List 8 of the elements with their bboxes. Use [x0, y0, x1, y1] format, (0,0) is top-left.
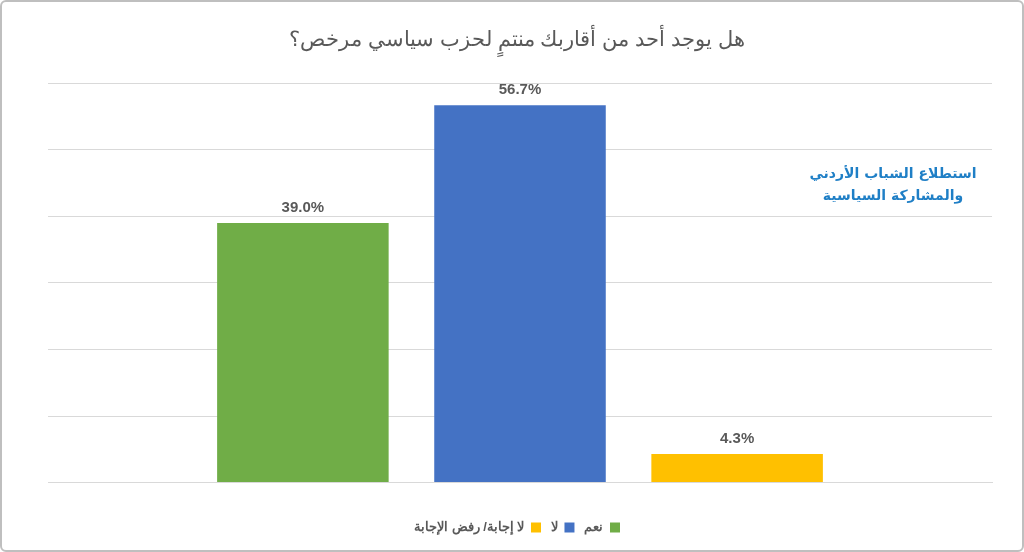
- chart-title: هل يوجد أحد من أقاربك منتمٍ لحزب سياسي مرخص؟: [289, 24, 745, 59]
- data-label: 56.7%: [498, 79, 542, 97]
- legend-label: لا: [550, 519, 558, 535]
- legend-label: لا إجابة/ رفض الإجابة: [414, 519, 525, 536]
- annotation: استطلاع الشباب الأردني والمشاركة السياسية: [808, 164, 978, 206]
- data-label: 4.3%: [720, 428, 755, 446]
- legend-label: نعم: [584, 519, 604, 536]
- data-label: 39.0%: [281, 197, 325, 215]
